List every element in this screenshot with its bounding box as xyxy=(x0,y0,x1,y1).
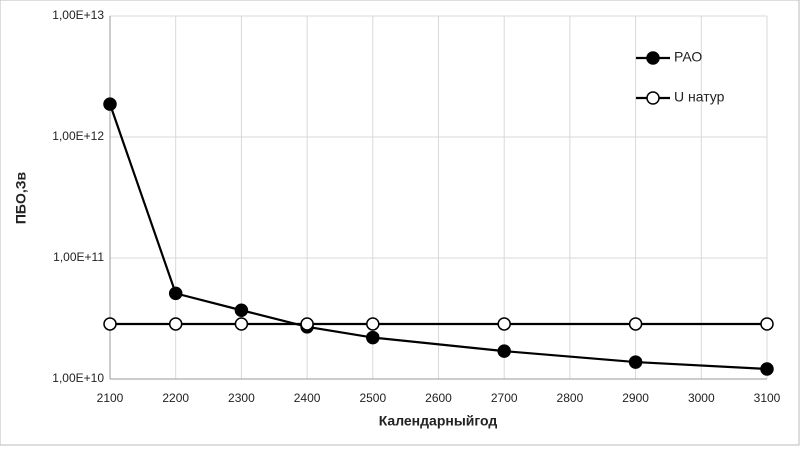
legend-marker xyxy=(646,51,660,65)
x-tick-label: 3000 xyxy=(688,391,715,405)
x-tick-label: 2300 xyxy=(228,391,255,405)
y-tick-label: 1,00E+11 xyxy=(53,250,104,264)
y-tick-label: 1,00E+13 xyxy=(52,8,104,22)
y-axis-label: ПБО,Зв xyxy=(13,171,29,224)
point xyxy=(366,317,380,331)
x-tick-label: 2200 xyxy=(162,391,189,405)
legend-label: U натур xyxy=(674,89,725,105)
legend-marker xyxy=(646,91,660,105)
y-tick-label: 1,00E+10 xyxy=(52,371,104,385)
point xyxy=(234,303,249,317)
x-tick-label: 2800 xyxy=(557,391,584,405)
point xyxy=(628,317,643,331)
point xyxy=(103,97,117,111)
x-tick-label: 2600 xyxy=(425,391,452,405)
x-tick-label: 2900 xyxy=(622,391,649,405)
point xyxy=(628,355,643,369)
x-tick-label: 2700 xyxy=(491,391,518,405)
point xyxy=(366,330,380,345)
point xyxy=(760,317,774,331)
point xyxy=(103,317,117,331)
point xyxy=(168,286,183,301)
point xyxy=(168,317,183,331)
point xyxy=(497,317,511,331)
x-tick-label: 2500 xyxy=(359,391,386,405)
x-tick-label: 2400 xyxy=(294,391,321,405)
y-tick-label: 1,00E+12 xyxy=(52,129,104,143)
x-axis-label: Календарныйгод xyxy=(379,413,498,429)
point xyxy=(497,344,511,358)
x-tick-label: 2100 xyxy=(97,391,124,405)
legend-label: РАО xyxy=(674,49,702,65)
series-line xyxy=(108,103,768,371)
point xyxy=(234,317,249,331)
point xyxy=(300,317,314,331)
point xyxy=(760,362,774,376)
x-tick-label: 3100 xyxy=(754,391,781,405)
